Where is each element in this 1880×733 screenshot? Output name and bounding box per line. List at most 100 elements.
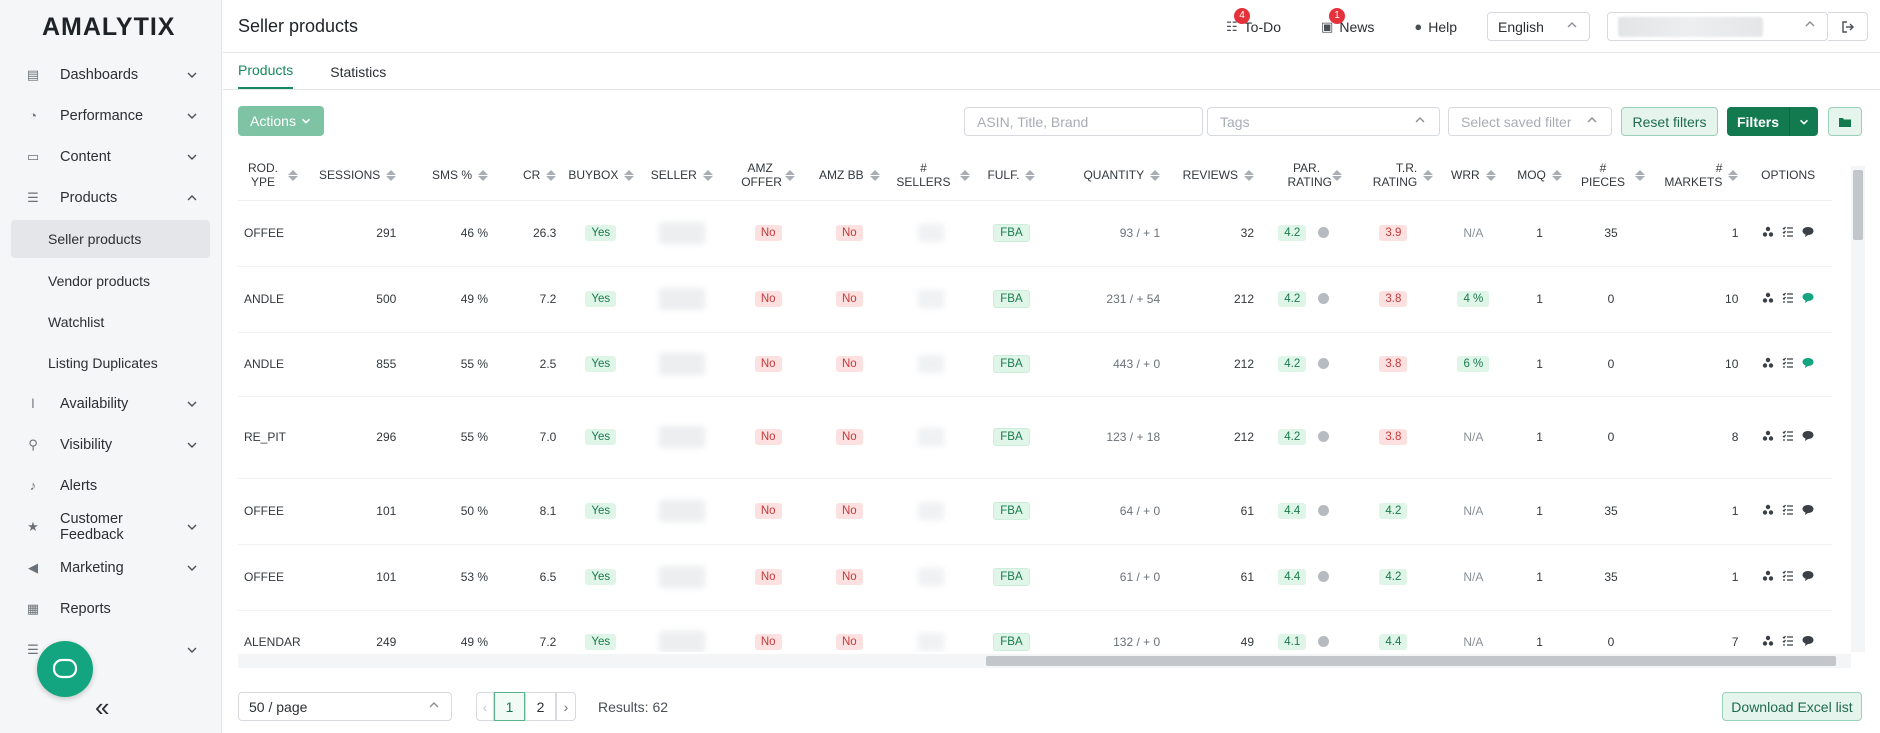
column-header-cr[interactable]: CR: [494, 151, 563, 201]
sidebar-item-content[interactable]: ▭ Content: [0, 136, 221, 177]
sidebar-item-customer-feedback[interactable]: ★ Customer Feedback: [0, 506, 221, 547]
page-size-select[interactable]: 50 / page: [238, 692, 452, 721]
tags-select[interactable]: Tags: [1207, 107, 1440, 136]
table-row[interactable]: OFFEE 101 53 % 6.5 Yes No No FBA 61 / + 0 61 4.4 4.…: [238, 544, 1832, 611]
reset-filters-button[interactable]: Reset filters: [1621, 107, 1718, 136]
collapse-sidebar-icon[interactable]: «: [95, 692, 110, 722]
checklist-icon[interactable]: [1782, 292, 1794, 304]
saved-filter-select[interactable]: Select saved filter: [1448, 107, 1612, 136]
sort-icon[interactable]: [478, 169, 489, 181]
comment-icon[interactable]: [1802, 292, 1814, 304]
account-select[interactable]: [1607, 12, 1828, 41]
sidebar-subitem-listing-duplicates[interactable]: Listing Duplicates: [48, 354, 158, 371]
prev-page-button[interactable]: ‹: [476, 692, 494, 721]
sidebar-item-reports[interactable]: ▦ Reports: [0, 588, 221, 629]
checklist-icon[interactable]: [1782, 357, 1794, 369]
column-header-amz-bb[interactable]: AMZ BB: [811, 151, 887, 201]
actions-button[interactable]: Actions: [238, 106, 324, 136]
sort-icon[interactable]: [1150, 169, 1161, 181]
sort-icon[interactable]: [386, 169, 397, 181]
variations-icon[interactable]: [1762, 292, 1774, 304]
column-header-t-r-rating[interactable]: T.R. RATING: [1347, 151, 1440, 201]
comment-icon[interactable]: [1802, 357, 1814, 369]
column-header-sellers[interactable]: # SELLERS: [886, 151, 977, 201]
sort-icon[interactable]: [1423, 169, 1434, 181]
search-input[interactable]: ASIN, Title, Brand: [964, 107, 1203, 136]
app-logo[interactable]: AMALYTIX: [42, 12, 176, 41]
info-icon[interactable]: [1318, 358, 1330, 370]
column-header-rod-ype[interactable]: ROD. YPE: [238, 151, 305, 201]
column-header-markets[interactable]: # MARKETS: [1650, 151, 1745, 201]
sort-icon[interactable]: [546, 169, 557, 181]
table-row[interactable]: ALENDAR 249 49 % 7.2 Yes No No FBA 132 / + 0 49 4.…: [238, 610, 1832, 652]
sort-icon[interactable]: [1244, 169, 1255, 181]
page-1-button[interactable]: 1: [494, 692, 525, 721]
sidebar-item-visibility[interactable]: ⚲ Visibility: [0, 424, 221, 465]
sort-icon[interactable]: [1025, 169, 1036, 181]
sort-icon[interactable]: [1634, 169, 1645, 181]
sidebar-subitem-watchlist[interactable]: Watchlist: [48, 313, 105, 330]
variations-icon[interactable]: [1762, 226, 1774, 238]
comment-icon[interactable]: [1802, 570, 1814, 582]
sidebar-item-performance[interactable]: ◔ Performance: [0, 95, 221, 136]
news-link[interactable]: ▣ 1 News: [1321, 7, 1374, 35]
sidebar-item-marketing[interactable]: ◀ Marketing: [0, 547, 221, 588]
column-header-sms[interactable]: SMS %: [402, 151, 495, 201]
table-row[interactable]: ANDLE 500 49 % 7.2 Yes No No FBA 231 / + 54 212 4.…: [238, 266, 1832, 333]
variations-icon[interactable]: [1762, 504, 1774, 516]
info-icon[interactable]: [1318, 505, 1330, 517]
todo-link[interactable]: ☷ 4 To-Do: [1226, 7, 1281, 35]
filters-dropdown-button[interactable]: [1789, 107, 1818, 136]
vertical-scrollbar[interactable]: [1851, 166, 1865, 652]
page-2-button[interactable]: 2: [525, 692, 556, 721]
checklist-icon[interactable]: [1782, 635, 1794, 647]
sidebar-item-products[interactable]: ☰ Products: [0, 177, 221, 218]
variations-icon[interactable]: [1762, 430, 1774, 442]
tab-products[interactable]: Products: [238, 62, 294, 89]
column-header-reviews[interactable]: REVIEWS: [1166, 151, 1261, 201]
column-header-amz-offer[interactable]: AMZ OFFER: [724, 151, 812, 201]
sort-icon[interactable]: [288, 169, 298, 181]
variations-icon[interactable]: [1762, 570, 1774, 582]
sort-icon[interactable]: [960, 169, 971, 181]
sort-icon[interactable]: [624, 169, 635, 181]
column-header-seller[interactable]: SELLER: [639, 151, 725, 201]
help-link[interactable]: ● Help: [1414, 19, 1457, 35]
logout-button[interactable]: [1828, 12, 1868, 41]
variations-icon[interactable]: [1762, 635, 1774, 647]
sort-icon[interactable]: [1331, 169, 1342, 181]
download-excel-button[interactable]: Download Excel list: [1722, 692, 1862, 721]
comment-icon[interactable]: [1802, 430, 1814, 442]
checklist-icon[interactable]: [1782, 570, 1794, 582]
sort-icon[interactable]: [785, 169, 796, 181]
column-header-wrr[interactable]: WRR: [1439, 151, 1508, 201]
table-row[interactable]: OFFEE 291 46 % 26.3 Yes No No FBA 93 / + 1 32 4.2 3…: [238, 200, 1832, 267]
comment-icon[interactable]: [1802, 226, 1814, 238]
filters-button[interactable]: Filters: [1727, 107, 1789, 136]
column-header-quantity[interactable]: QUANTITY: [1046, 151, 1167, 201]
column-header-fulf[interactable]: FULF.: [976, 151, 1047, 201]
column-header-pieces[interactable]: # PIECES: [1571, 151, 1651, 201]
checklist-icon[interactable]: [1782, 504, 1794, 516]
language-select[interactable]: English: [1487, 12, 1590, 41]
table-row[interactable]: OFFEE 101 50 % 8.1 Yes No No FBA 64 / + 0 61 4.4 4.…: [238, 478, 1832, 545]
sort-icon[interactable]: [702, 169, 713, 181]
tab-statistics[interactable]: Statistics: [330, 64, 387, 80]
sort-icon[interactable]: [869, 169, 880, 181]
column-header-sessions[interactable]: SESSIONS: [304, 151, 403, 201]
folder-button[interactable]: [1828, 107, 1862, 136]
horizontal-scrollbar[interactable]: [238, 654, 1851, 668]
sort-icon[interactable]: [1485, 169, 1496, 181]
column-header-options[interactable]: OPTIONS: [1744, 151, 1832, 201]
sidebar-subitem-vendor-products[interactable]: Vendor products: [48, 272, 150, 289]
sidebar-item-alerts[interactable]: ♪ Alerts: [0, 465, 221, 506]
sort-icon[interactable]: [1728, 169, 1739, 181]
sidebar-item-s[interactable]: ☰...s: [0, 629, 221, 670]
info-icon[interactable]: [1318, 571, 1330, 583]
info-icon[interactable]: [1318, 636, 1330, 648]
column-header-buybox[interactable]: BUYBOX: [562, 151, 640, 201]
info-icon[interactable]: [1318, 227, 1330, 239]
sidebar-item-dashboards[interactable]: ▤ Dashboards: [0, 54, 221, 95]
table-row[interactable]: RE_PIT 296 55 % 7.0 Yes No No FBA 123 / + 18 212 4…: [238, 396, 1832, 479]
table-row[interactable]: ANDLE 855 55 % 2.5 Yes No No FBA 443 / + 0 212 4.2…: [238, 332, 1832, 397]
